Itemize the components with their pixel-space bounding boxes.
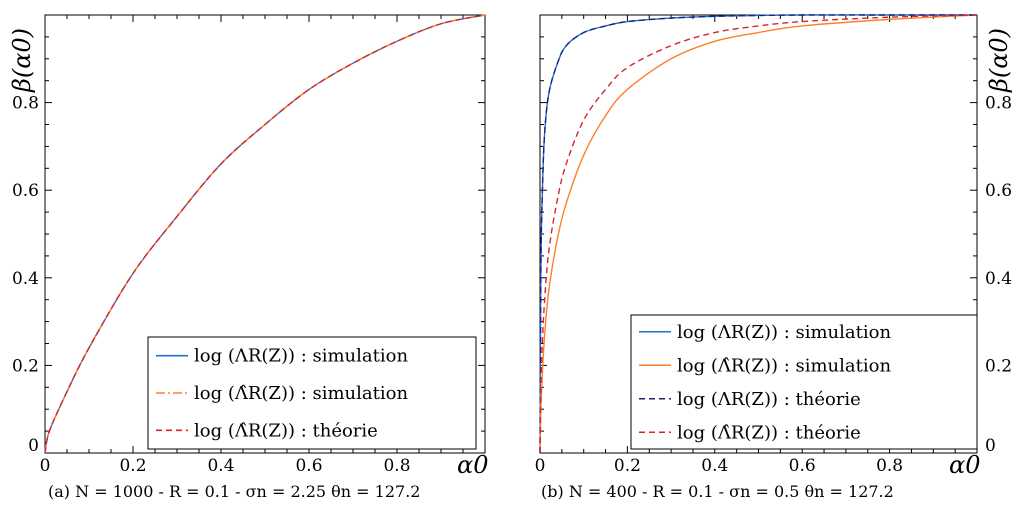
- y-tick-label: 0.6: [12, 181, 39, 201]
- x-tick-label: 0.6: [295, 456, 322, 476]
- legend-label: log (ΛR(Z)) : simulation: [677, 322, 891, 343]
- x-tick-label: 0.6: [789, 456, 816, 476]
- legend: log (ΛR(Z)) : simulation log (Λ̂R(Z)) : s…: [147, 336, 477, 450]
- y-axis-label: β(α0): [985, 28, 1013, 93]
- legend-box: [630, 314, 978, 450]
- subfigure-caption: (a) N = 1000 - R = 0.1 - σn = 2.25 θn = …: [48, 482, 420, 501]
- legend-label: log (Λ̂R(Z)) : simulation: [677, 355, 891, 376]
- x-tick-label: 0.4: [701, 456, 728, 476]
- x-tick-label: 0.4: [207, 456, 234, 476]
- legend-label: log (Λ̂R(Z)) : simulation: [194, 383, 408, 404]
- y-tick-label: 0.6: [985, 181, 1012, 201]
- y-tick-label: 0.8: [985, 94, 1012, 114]
- series-line-3: [539, 14, 977, 454]
- y-axis-label: β(α0): [8, 28, 36, 93]
- chart-panel-1: 0 0.2 0.4 0.6 0.8 0 0.2 0.4 0.6 0.8 α0 β(α0) log (ΛR…: [8, 14, 488, 501]
- legend-label: log (Λ̂R(Z)) : théorie: [194, 420, 378, 441]
- x-tick-label: 0.2: [614, 456, 641, 476]
- y-tick-label: 0.8: [12, 94, 39, 114]
- series-line-2: [44, 14, 486, 454]
- legend-box: [147, 336, 477, 450]
- x-tick-label: 0.2: [119, 456, 146, 476]
- legend-label: log (Λ̂R(Z)) : théorie: [677, 422, 861, 443]
- series-line-3: [44, 14, 486, 454]
- x-tick-label: 0.8: [383, 456, 410, 476]
- legend-label: log (ΛR(Z)) : théorie: [677, 389, 861, 410]
- y-tick-label: 0.2: [985, 356, 1012, 376]
- legend: log (ΛR(Z)) : simulation log (Λ̂R(Z)) : s…: [630, 314, 978, 450]
- chart-panel-2: 0 0.2 0.4 0.6 0.8 0 0.2 0.4 0.6 0.8 α0 β(α0) log (ΛR…: [535, 14, 1013, 501]
- x-axis-label: α0: [457, 451, 488, 479]
- y-tick-label: 0.4: [12, 269, 39, 289]
- series-line-2: [539, 14, 978, 454]
- x-axis-label: α0: [949, 451, 980, 479]
- x-tick-label: 0: [535, 456, 546, 476]
- y-tick-label: 0: [28, 436, 39, 456]
- legend-label: log (ΛR(Z)) : simulation: [194, 346, 408, 367]
- y-tick-label: 0.2: [12, 356, 39, 376]
- y-tick-label: 0: [985, 436, 996, 456]
- x-tick-label: 0: [40, 456, 51, 476]
- series-line-4: [539, 14, 978, 454]
- subfigure-caption: (b) N = 400 - R = 0.1 - σn = 0.5 θn = 12…: [541, 482, 894, 501]
- y-tick-label: 0.4: [985, 269, 1012, 289]
- x-tick-label: 0.8: [876, 456, 903, 476]
